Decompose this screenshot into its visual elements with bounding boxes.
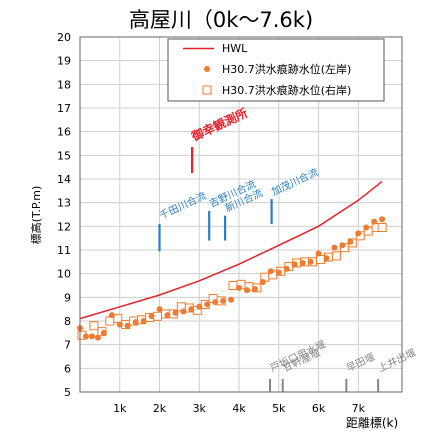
left-bank-point <box>299 260 306 267</box>
y-tick-label: 16 <box>57 126 71 139</box>
y-tick-label: 15 <box>57 149 71 162</box>
y-tick-label: 6 <box>64 362 71 375</box>
y-axis-label: 標高(T.P.m) <box>29 186 43 245</box>
y-tick-label: 18 <box>57 78 71 91</box>
annotation-label: 上井出堰 <box>376 346 418 375</box>
left-bank-point <box>94 334 101 341</box>
left-bank-point <box>180 308 187 315</box>
left-bank-point <box>172 309 179 316</box>
y-tick-label: 17 <box>57 102 71 115</box>
left-bank-point <box>259 278 266 285</box>
left-bank-point <box>140 318 147 324</box>
x-tick-label: 7k <box>352 402 366 415</box>
left-bank-point <box>88 333 95 340</box>
legend-label-left-bank: H30.7洪水痕跡水位(左岸) <box>222 62 351 76</box>
y-tick-label: 19 <box>57 55 71 68</box>
annotation-label: 早田堰 <box>345 351 377 375</box>
left-bank-point <box>331 244 338 251</box>
axis-layer: 5 6 7 8 9 10 11 12 13 14 15 16 17 18 19 20 1k 2k 3k 4k 5k 6k 7… <box>57 31 366 415</box>
left-bank-point <box>339 242 346 249</box>
left-bank-point <box>371 218 378 225</box>
left-bank-point <box>267 268 274 275</box>
left-bank-point <box>124 322 131 329</box>
y-tick-label: 13 <box>57 197 71 210</box>
x-tick-label: 5k <box>272 402 286 415</box>
legend-label-hwl: HWL <box>222 42 248 55</box>
right-bank-point <box>105 316 115 326</box>
x-tick-label: 6k <box>312 402 326 415</box>
y-tick-label: 9 <box>64 291 71 304</box>
annotation-label: 御幸観測所 <box>188 105 250 144</box>
x-axis-label: 距離標(k) <box>346 416 398 430</box>
legend-label-right-bank: H30.7洪水痕跡水位(右岸) <box>222 83 351 97</box>
x-tick-label: 3k <box>193 402 207 415</box>
x-tick-label: 2k <box>153 402 167 415</box>
left-bank-point <box>315 250 322 257</box>
left-bank-point <box>251 286 258 293</box>
y-tick-label: 8 <box>64 315 71 328</box>
left-bank-point <box>363 224 370 231</box>
left-bank-point <box>291 261 298 268</box>
x-tick-label: 4k <box>232 402 246 415</box>
y-tick-label: 10 <box>57 268 71 281</box>
left-bank-point <box>100 329 107 336</box>
left-bank-point <box>204 301 211 308</box>
right-bank-point <box>153 311 163 321</box>
left-bank-point <box>164 312 171 319</box>
legend-left-swatch <box>204 66 210 72</box>
y-tick-label: 14 <box>57 173 71 186</box>
y-tick-label: 20 <box>57 31 71 44</box>
left-bank-point <box>132 319 139 326</box>
right-bank-point <box>331 251 341 261</box>
left-bank-point <box>275 269 282 276</box>
left-bank-point <box>116 321 123 328</box>
left-bank-point <box>148 313 155 320</box>
y-tick-label: 12 <box>57 220 71 233</box>
left-bank-point <box>355 230 362 237</box>
right-bank-point <box>228 281 238 290</box>
left-bank-point <box>347 238 354 245</box>
left-bank-point <box>82 333 89 340</box>
left-bank-point <box>156 306 163 313</box>
y-tick-label: 11 <box>57 244 71 257</box>
left-bank-point <box>212 299 219 306</box>
right-bank-point <box>377 223 387 233</box>
legend: HWL H30.7洪水痕跡水位(左岸) H30.7洪水痕跡水位(右岸) <box>167 38 385 102</box>
left-bank-point <box>379 216 386 223</box>
left-bank-point <box>228 296 235 303</box>
chart-title: 高屋川（0k～7.6k) <box>129 8 313 32</box>
left-bank-point <box>220 297 227 304</box>
annotation-label: 千田川合流 <box>157 189 208 222</box>
right-bank-point <box>113 314 123 324</box>
left-bank-point <box>307 258 314 265</box>
left-bank-point <box>243 287 250 294</box>
y-tick-label: 7 <box>64 339 71 352</box>
left-bank-point <box>236 284 243 291</box>
right-bank-point <box>89 321 99 331</box>
left-bank-point <box>323 255 330 262</box>
right-bank-point <box>316 254 326 264</box>
plot-frame <box>79 36 403 393</box>
annotation-label: 加茂川合流 <box>269 165 320 198</box>
x-tick-label: 1k <box>113 402 127 415</box>
legend-right-swatch <box>202 85 212 95</box>
left-bank-point <box>196 303 203 310</box>
left-bank-point <box>188 306 195 313</box>
series-layer <box>77 180 387 341</box>
left-bank-point <box>283 265 290 272</box>
left-bank-point <box>108 312 115 319</box>
y-tick-label: 5 <box>64 386 71 399</box>
hwl-line <box>79 180 383 320</box>
